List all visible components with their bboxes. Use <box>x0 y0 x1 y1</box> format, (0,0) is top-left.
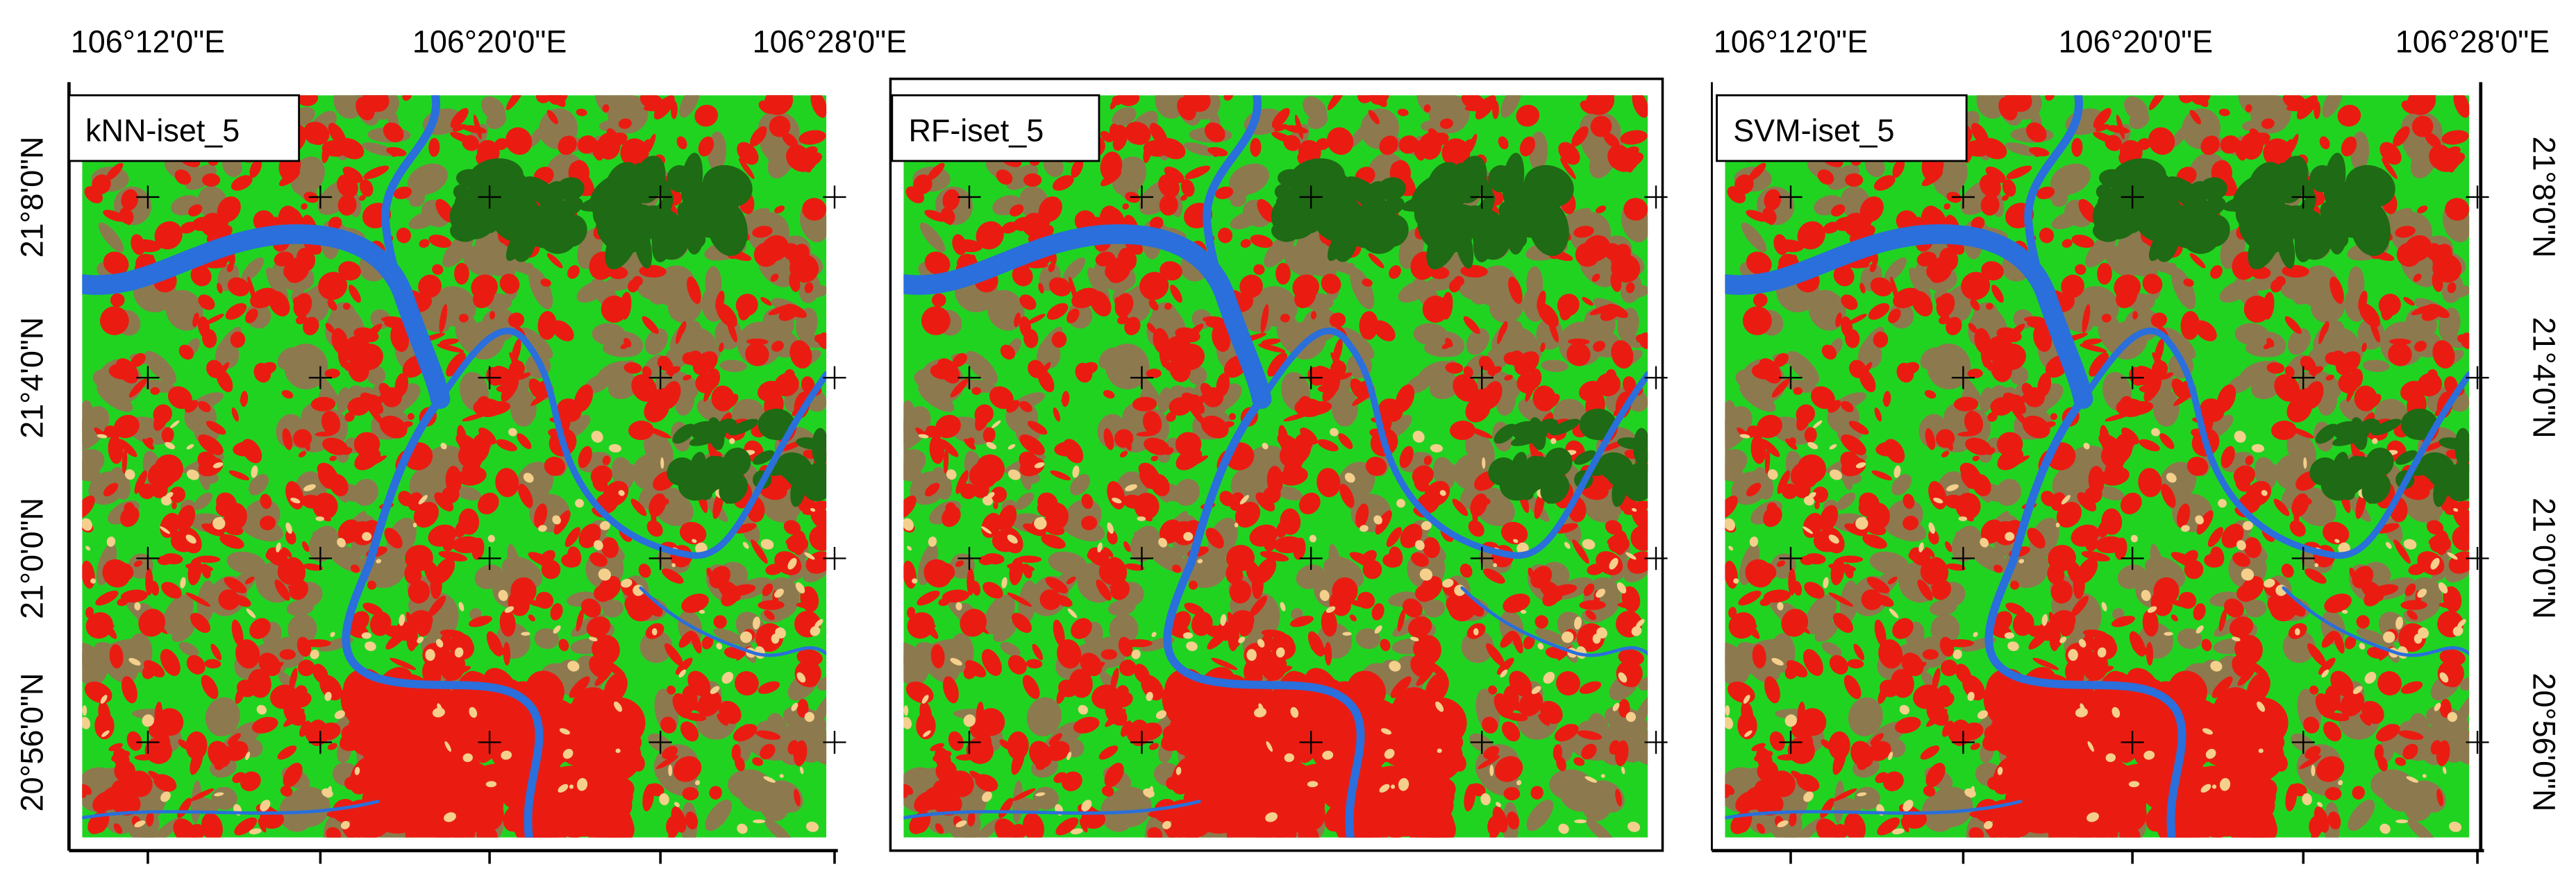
panel-svm: SVM-iset_5 106°12'0"E 106°20'0"E 106°28'… <box>1703 24 2561 862</box>
graticule-cross <box>1470 546 1494 570</box>
graticule-cross <box>957 366 981 389</box>
lon-label: 106°20'0"E <box>2059 24 2213 60</box>
graticule-cross <box>1644 730 1668 754</box>
classified-map <box>1703 76 2489 862</box>
graticule-cross <box>1644 185 1668 209</box>
title-box <box>1716 94 1968 162</box>
graticule-cross <box>478 546 501 570</box>
graticule-cross <box>308 185 332 209</box>
graticule-cross <box>478 185 501 209</box>
graticule-cross <box>2291 366 2315 389</box>
lat-label: 21°4'0"N <box>2526 317 2561 439</box>
graticule-cross <box>823 730 846 754</box>
graticule-cross <box>2121 366 2144 389</box>
graticule-cross <box>1299 185 1323 209</box>
graticule-cross <box>2466 730 2489 754</box>
lat-label: 21°8'0"N <box>2526 136 2561 257</box>
classified-map <box>881 76 1668 862</box>
graticule-cross <box>1299 366 1323 389</box>
graticule-cross <box>1130 730 1153 754</box>
graticule-cross <box>308 730 332 754</box>
lat-label: 20°56'0"N <box>2526 673 2561 812</box>
lon-label: 106°12'0"E <box>1714 24 1868 60</box>
graticule <box>136 185 2489 864</box>
graticule-cross <box>957 546 981 570</box>
graticule-cross <box>308 366 332 389</box>
graticule-cross <box>2291 185 2315 209</box>
graticule-cross <box>2291 730 2315 754</box>
graticule-cross <box>649 546 672 570</box>
graticule-cross <box>823 366 846 389</box>
graticule-cross <box>2291 546 2315 570</box>
lon-label: 106°28'0"E <box>2395 24 2550 60</box>
graticule-cross <box>2466 366 2489 389</box>
graticule-cross <box>957 185 981 209</box>
graticule-cross <box>478 366 501 389</box>
title-box <box>891 94 1101 162</box>
panel-title: kNN-iset_5 <box>85 113 240 149</box>
graticule-cross <box>1951 546 1975 570</box>
graticule-cross <box>649 366 672 389</box>
graticule-cross <box>1951 730 1975 754</box>
graticule-cross <box>1779 730 1803 754</box>
classified-map <box>60 76 846 862</box>
graticule-cross <box>136 185 160 209</box>
panel-rf: RF-iset_5 <box>881 76 1668 862</box>
lat-label: 20°56'0"N <box>15 673 50 812</box>
graticule-cross <box>1779 546 1803 570</box>
lat-label: 21°0'0"N <box>2526 498 2561 619</box>
lon-label: 106°28'0"E <box>753 24 907 60</box>
graticule-cross <box>1470 366 1494 389</box>
graticule-cross <box>2466 185 2489 209</box>
graticule-cross <box>1951 366 1975 389</box>
graticule-cross <box>1644 546 1668 570</box>
graticule-cross <box>1299 546 1323 570</box>
graticule-cross <box>1130 366 1153 389</box>
lon-label: 106°20'0"E <box>412 24 567 60</box>
graticule-cross <box>1130 185 1153 209</box>
graticule-cross <box>649 185 672 209</box>
title-box <box>67 94 301 162</box>
graticule-cross <box>1779 185 1803 209</box>
graticule-cross <box>2121 185 2144 209</box>
lat-label: 21°4'0"N <box>15 317 50 439</box>
panel-knn: kNN-iset_5 106°12'0"E 106°20'0"E 106°28'… <box>15 24 907 862</box>
graticule-cross <box>823 546 846 570</box>
lat-label: 21°0'0"N <box>15 498 50 619</box>
graticule-cross <box>2121 730 2144 754</box>
graticule-cross <box>136 366 160 389</box>
graticule-cross <box>2121 546 2144 570</box>
graticule-cross <box>2466 546 2489 570</box>
panel-title: SVM-iset_5 <box>1733 113 1894 149</box>
graticule-cross <box>308 546 332 570</box>
panel-title: RF-iset_5 <box>908 113 1044 149</box>
graticule-cross <box>478 730 501 754</box>
graticule-cross <box>1470 185 1494 209</box>
graticule-cross <box>136 730 160 754</box>
lat-label: 21°8'0"N <box>15 136 50 257</box>
graticule-cross <box>957 730 981 754</box>
graticule-cross <box>823 185 846 209</box>
lon-label: 106°12'0"E <box>71 24 225 60</box>
graticule-cross <box>649 730 672 754</box>
graticule-cross <box>1644 366 1668 389</box>
graticule-cross <box>1470 730 1494 754</box>
graticule-cross <box>1130 546 1153 570</box>
graticule-cross <box>1299 730 1323 754</box>
graticule-cross <box>136 546 160 570</box>
graticule-cross <box>1951 185 1975 209</box>
graticule-cross <box>1779 366 1803 389</box>
